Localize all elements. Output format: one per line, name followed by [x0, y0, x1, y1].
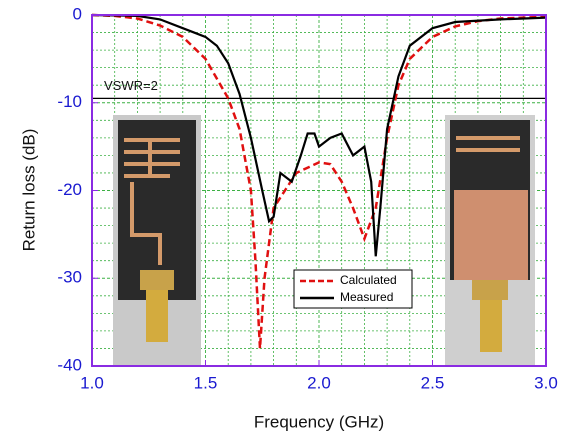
chart: Frequency (GHz) Return loss (dB) VSWR=2 C… — [0, 0, 574, 439]
y-axis-title: Return loss (dB) — [19, 129, 38, 252]
x-tick-label: 3.0 — [534, 373, 558, 392]
photos — [113, 115, 535, 365]
y-tick-label: -30 — [57, 268, 82, 287]
sma-right — [480, 300, 502, 352]
connector-left — [140, 270, 174, 290]
y-tick-label: -40 — [57, 355, 82, 374]
x-tick-label: 2.0 — [307, 373, 331, 392]
x-tick-label: 2.5 — [421, 373, 445, 392]
connector-right — [472, 280, 508, 300]
ground-right — [454, 190, 528, 280]
y-tick-label: 0 — [73, 4, 82, 23]
x-tick-label: 1.5 — [194, 373, 218, 392]
reference-label: VSWR=2 — [104, 78, 158, 93]
x-axis-title: Frequency (GHz) — [254, 412, 384, 431]
y-tick-label: -20 — [57, 180, 82, 199]
x-tick-label: 1.0 — [80, 373, 104, 392]
sma-left — [146, 290, 168, 342]
y-tick-label: -10 — [57, 92, 82, 111]
legend-label: Measured — [340, 290, 393, 304]
legend-label: Calculated — [340, 273, 397, 287]
